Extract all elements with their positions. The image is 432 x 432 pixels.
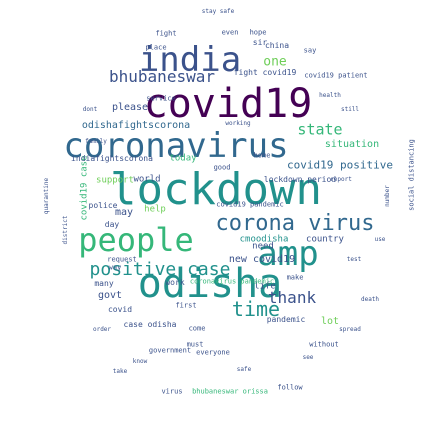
cloud-word-sir: sir xyxy=(252,38,268,47)
cloud-word-need: need xyxy=(252,241,274,252)
cloud-word-pandemic: pandemic xyxy=(266,315,306,324)
cloud-word-take: take xyxy=(112,368,128,375)
cloud-word-fight-covid19: fight covid19 xyxy=(233,68,297,77)
cloud-word-number: number xyxy=(384,185,391,207)
cloud-word-death: death xyxy=(360,296,380,303)
cloud-word-odishafightscorona: odishafightscorona xyxy=(81,120,191,131)
cloud-word-please: please xyxy=(111,102,149,113)
cloud-word-help: help xyxy=(144,204,166,215)
cloud-word-police: police xyxy=(88,201,118,210)
cloud-word-first: first xyxy=(175,301,197,310)
cloud-word-state: state xyxy=(297,120,343,139)
cloud-word-china: china xyxy=(264,41,290,50)
cloud-word-case-odisha: case odisha xyxy=(123,320,177,329)
cloud-word-covid19-positive: covid19 positive xyxy=(287,158,393,172)
cloud-word-support: support xyxy=(96,175,134,186)
cloud-word-people: people xyxy=(78,221,194,259)
cloud-word-report: report xyxy=(330,176,352,183)
cloud-word-government: government xyxy=(148,346,192,355)
cloud-word-bhubaneswar: bhubaneswar xyxy=(109,67,215,86)
cloud-word-virus: virus xyxy=(161,387,183,396)
cloud-word-working: working xyxy=(225,120,251,127)
cloud-word-situation: situation xyxy=(324,139,380,150)
cloud-word-day: day xyxy=(104,220,120,229)
cloud-word-thank: thank xyxy=(267,288,317,307)
cloud-word-follow: follow xyxy=(277,383,303,392)
cloud-word-lockdown-period: lockdown period xyxy=(263,175,337,184)
cloud-word-still: still xyxy=(340,106,360,113)
cloud-word-govt: govt xyxy=(97,290,123,301)
cloud-word-use: use xyxy=(374,236,386,243)
cloud-word-covid19-case: covid19 case xyxy=(79,155,90,221)
cloud-word-family: family xyxy=(85,138,107,145)
cloud-word-come: come xyxy=(188,324,206,333)
cloud-word-new-covid19: new covid19 xyxy=(228,254,296,265)
cloud-word-quarantine: quarantine xyxy=(43,177,50,215)
cloud-word-world: world xyxy=(133,174,161,185)
cloud-word-home: home xyxy=(253,151,271,160)
cloud-word-even: even xyxy=(221,28,239,37)
cloud-word-work: work xyxy=(165,278,185,287)
cloud-word-lot: lot xyxy=(320,316,340,327)
cloud-word-service: service xyxy=(146,94,176,103)
cloud-word-safe: safe xyxy=(236,366,252,373)
cloud-word-covid19-pandemic: covid19 pandemic xyxy=(216,200,284,209)
cloud-word-place: place xyxy=(145,43,167,52)
cloud-word-know: know xyxy=(132,358,148,365)
cloud-word-way: way xyxy=(108,263,122,272)
cloud-word-health: health xyxy=(319,92,341,99)
cloud-word-good: good xyxy=(213,163,231,172)
cloud-word-may: may xyxy=(114,207,134,218)
cloud-word-without: without xyxy=(309,340,339,349)
cloud-word-say: say xyxy=(303,46,317,55)
cloud-word-hope: hope xyxy=(249,28,267,37)
cloud-word-dont: dont xyxy=(82,106,98,113)
cloud-word-bhubaneswar-orissa: bhubaneswar orissa xyxy=(192,387,268,396)
cloud-word-covid19-patient: covid19 patient xyxy=(304,71,368,80)
cloud-word-many: many xyxy=(94,279,114,288)
cloud-word-test: test xyxy=(346,256,362,263)
cloud-word-corona-virus: corona virus xyxy=(215,211,375,236)
cloud-word-stay-safe: stay safe xyxy=(201,8,235,15)
cloud-word-covid19: covid19 xyxy=(143,81,313,127)
cloud-word-spread: spread xyxy=(339,326,361,333)
cloud-word-country: country xyxy=(306,234,344,245)
cloud-word-coronavirus-pandemic: coronavirus pandemic xyxy=(189,277,275,286)
cloud-word-request: request xyxy=(107,255,137,264)
cloud-word-order: order xyxy=(92,326,112,333)
cloud-word-today: today xyxy=(169,153,197,164)
cloud-word-fight: fight xyxy=(155,29,177,38)
cloud-word-see: see xyxy=(302,354,314,361)
cloud-word-make: make xyxy=(286,273,304,282)
cloud-word-everyone: everyone xyxy=(196,348,230,357)
cloud-word-one: one xyxy=(263,54,287,70)
cloud-word-indiafightscorona: indiafightscorona xyxy=(71,154,153,163)
cloud-word-covid: covid xyxy=(107,305,133,314)
cloud-word-district: district xyxy=(62,215,69,245)
cloud-word-social-distancing: social distancing xyxy=(407,139,416,211)
